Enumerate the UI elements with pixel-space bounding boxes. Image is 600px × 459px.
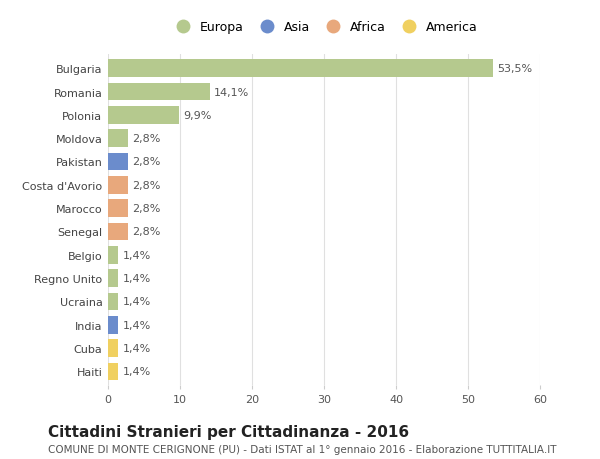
Text: 1,4%: 1,4% (122, 297, 151, 307)
Bar (108, 84, 209, 101)
Bar (108, 293, 118, 310)
Text: 9,9%: 9,9% (184, 111, 212, 121)
Bar (108, 200, 128, 218)
Text: 1,4%: 1,4% (122, 320, 151, 330)
Legend: Europa, Asia, Africa, America: Europa, Asia, Africa, America (167, 18, 481, 36)
Text: 2,8%: 2,8% (133, 204, 161, 214)
Text: Cittadini Stranieri per Cittadinanza - 2016: Cittadini Stranieri per Cittadinanza - 2… (48, 425, 409, 440)
Bar (108, 153, 128, 171)
Text: 1,4%: 1,4% (122, 343, 151, 353)
Text: 53,5%: 53,5% (497, 64, 533, 74)
Text: 2,8%: 2,8% (133, 227, 161, 237)
Bar (108, 316, 118, 334)
Bar (108, 363, 118, 381)
Text: 1,4%: 1,4% (122, 250, 151, 260)
Text: COMUNE DI MONTE CERIGNONE (PU) - Dati ISTAT al 1° gennaio 2016 - Elaborazione TU: COMUNE DI MONTE CERIGNONE (PU) - Dati IS… (48, 444, 557, 454)
Text: 14,1%: 14,1% (214, 87, 249, 97)
Text: 1,4%: 1,4% (122, 274, 151, 284)
Bar (108, 270, 118, 287)
Bar (108, 177, 128, 194)
Bar (108, 107, 179, 124)
Bar (108, 223, 128, 241)
Bar (108, 130, 128, 148)
Bar (108, 60, 493, 78)
Bar (108, 340, 118, 357)
Text: 2,8%: 2,8% (133, 180, 161, 190)
Text: 2,8%: 2,8% (133, 157, 161, 167)
Text: 1,4%: 1,4% (122, 367, 151, 376)
Bar (108, 246, 118, 264)
Text: 2,8%: 2,8% (133, 134, 161, 144)
